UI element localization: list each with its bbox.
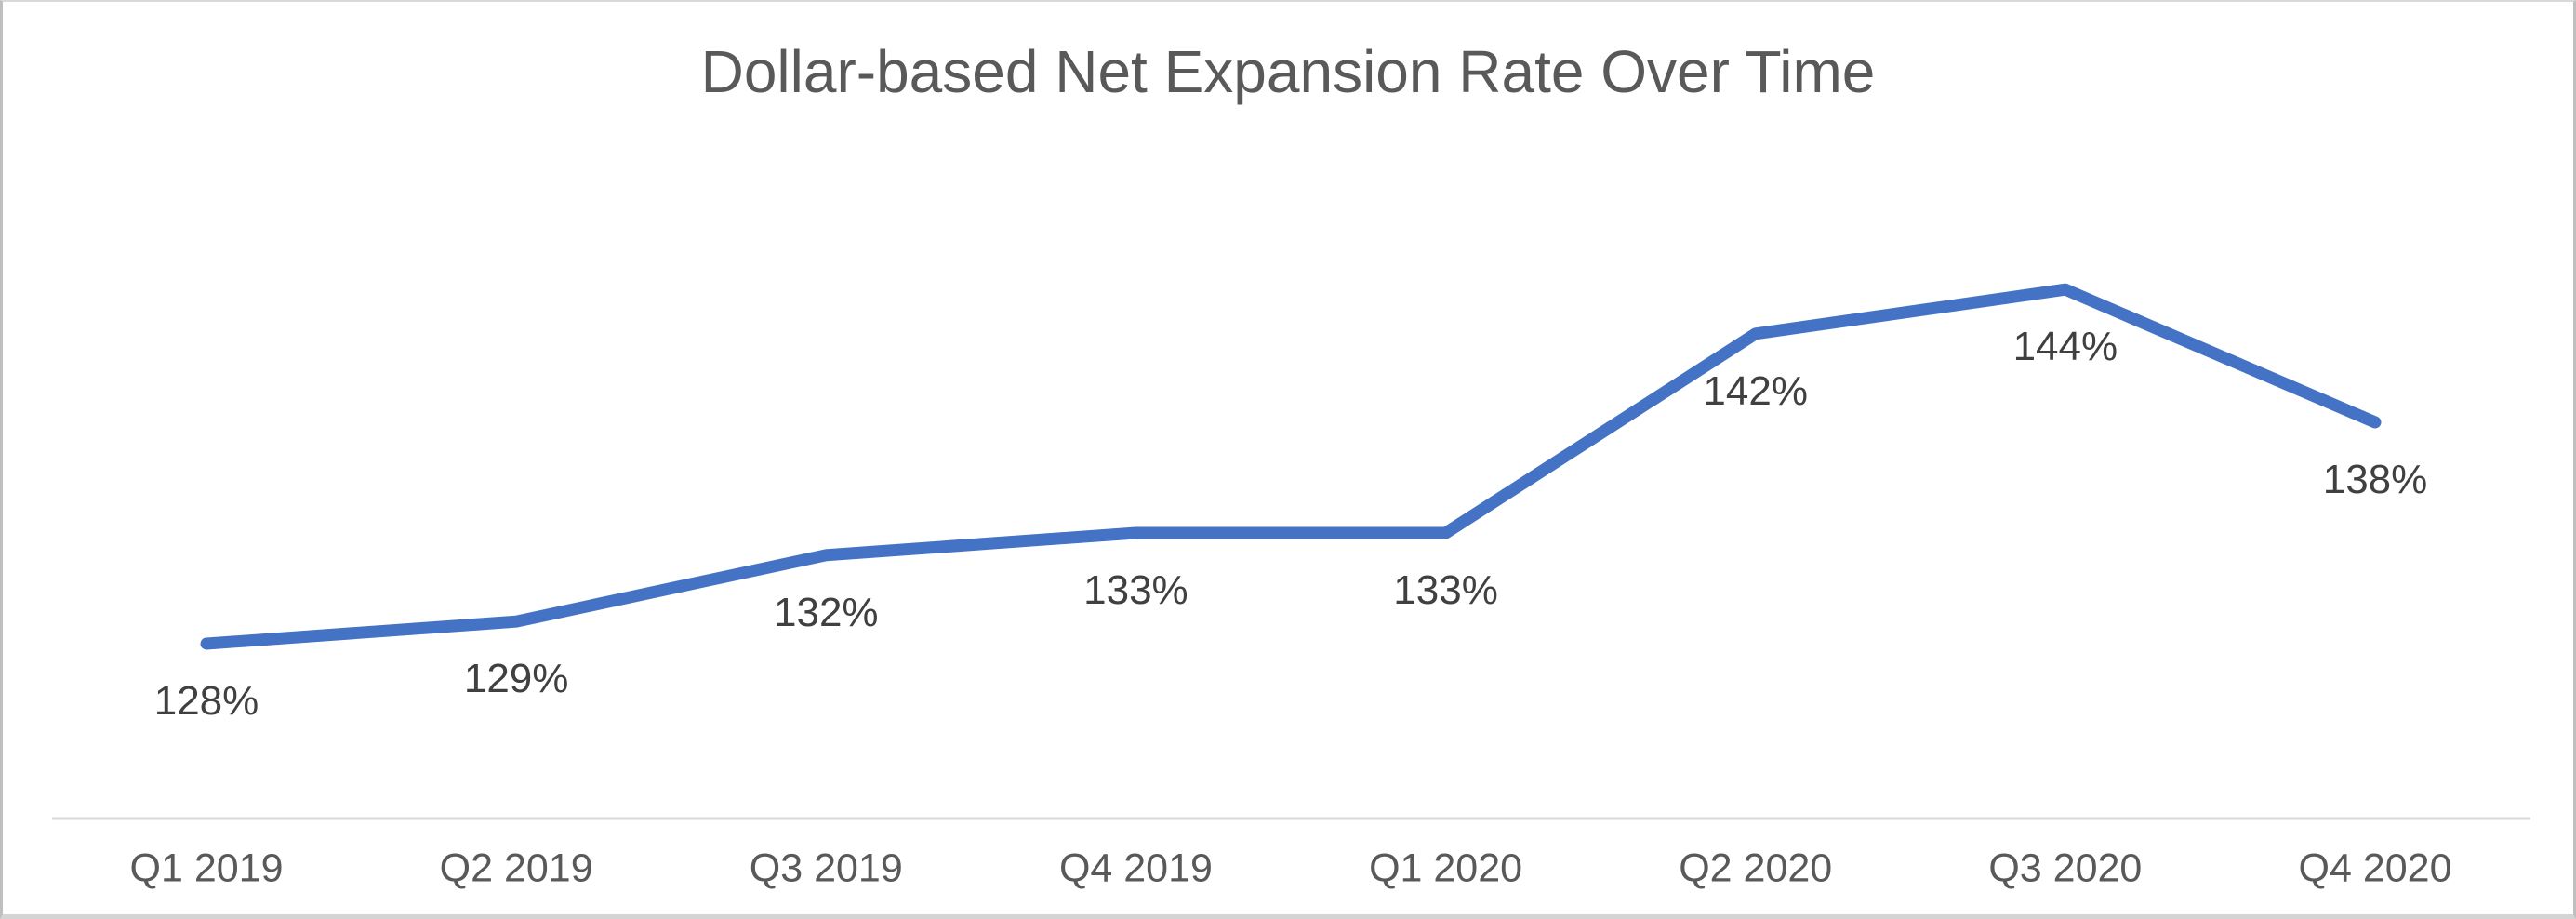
x-axis-tick-label: Q3 2019 — [749, 846, 903, 891]
data-label: 133% — [1393, 567, 1498, 613]
x-axis-tick-label: Q4 2019 — [1058, 846, 1213, 891]
series-line — [200, 283, 2382, 650]
data-label: 138% — [2322, 457, 2428, 502]
data-label: 133% — [1083, 567, 1188, 613]
data-label: 144% — [2012, 324, 2118, 370]
x-axis-tick-label: Q1 2020 — [1369, 846, 1523, 891]
chart-title: Dollar-based Net Expansion Rate Over Tim… — [700, 38, 1876, 105]
x-axis-tick-label: Q1 2019 — [129, 846, 284, 891]
x-axis-tick-label: Q4 2020 — [2298, 846, 2452, 891]
data-label: 132% — [774, 589, 879, 635]
data-label: 142% — [1703, 367, 1808, 414]
data-label: 129% — [463, 656, 569, 702]
x-axis-tick-label: Q2 2020 — [1679, 846, 1833, 891]
x-axis-tick-label: Q3 2020 — [1988, 846, 2143, 891]
data-label: 128% — [153, 678, 259, 724]
x-axis-tick-label: Q2 2019 — [439, 846, 593, 891]
line-series-plot — [52, 283, 2530, 820]
